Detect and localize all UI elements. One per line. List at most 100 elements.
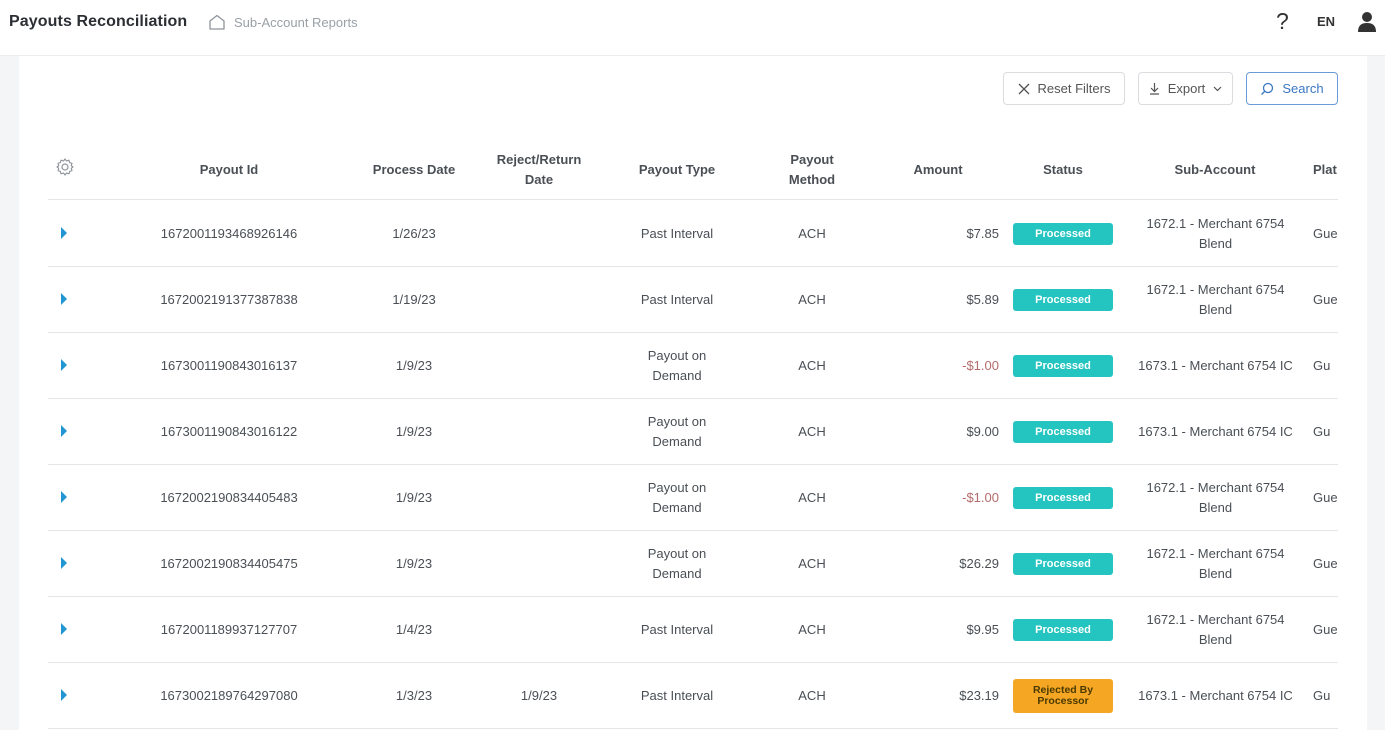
- table-row[interactable]: 1672002190834405483 1/9/23 Payout on Deman…: [48, 465, 1338, 531]
- payout-type-cell: Payout on Demand: [647, 480, 707, 515]
- payout-type-cell: Payout on Demand: [647, 348, 707, 383]
- report-panel: Reset Filters Export Search Payout Id Pr…: [19, 56, 1367, 730]
- user-icon[interactable]: [1357, 11, 1377, 38]
- status-badge: Processed: [1013, 355, 1113, 377]
- sub-account-cell: 1672.1 - Merchant 6754 Blend: [1146, 216, 1285, 251]
- column-header-platform[interactable]: Plat: [1313, 162, 1337, 177]
- reject-date-cell: [484, 531, 594, 597]
- chevron-down-icon: [1213, 86, 1222, 91]
- process-date-cell: 1/4/23: [395, 622, 433, 637]
- platform-cell: Gue: [1313, 622, 1338, 637]
- download-icon: [1149, 83, 1159, 95]
- status-cell: Processed: [1013, 267, 1113, 333]
- reset-filters-button[interactable]: Reset Filters: [1003, 72, 1125, 105]
- payout-type-cell: Payout on Demand: [647, 414, 707, 449]
- reject-date-cell: [484, 399, 594, 465]
- expand-caret-icon[interactable]: [61, 293, 67, 305]
- breadcrumb[interactable]: Sub-Account Reports: [208, 14, 358, 30]
- expand-caret-icon[interactable]: [61, 491, 67, 503]
- column-header-amount[interactable]: Amount: [913, 162, 963, 177]
- expand-caret-icon[interactable]: [61, 689, 67, 701]
- process-date-cell: 1/9/23: [395, 490, 433, 505]
- expand-caret-icon[interactable]: [61, 557, 67, 569]
- sub-account-cell: 1673.1 - Merchant 6754 IC: [1138, 688, 1293, 703]
- status-cell: Rejected By Processor: [1013, 663, 1113, 729]
- payout-type-cell: Past Interval: [640, 226, 714, 241]
- amount-cell: $26.29: [959, 556, 999, 571]
- help-icon[interactable]: ?: [1276, 8, 1289, 34]
- payout-id-cell: 1673001190843016137: [160, 358, 298, 373]
- table-row[interactable]: 1673001190843016122 1/9/23 Payout on Deman…: [48, 399, 1338, 465]
- platform-cell: Gu: [1313, 688, 1331, 703]
- reject-date-cell: [484, 333, 594, 399]
- platform-cell: Gue: [1313, 292, 1338, 307]
- search-icon: [1261, 82, 1274, 95]
- close-icon: [1018, 83, 1029, 94]
- expand-caret-icon[interactable]: [61, 359, 67, 371]
- column-header-sub-account[interactable]: Sub-Account: [1174, 162, 1256, 177]
- breadcrumb-label[interactable]: Sub-Account Reports: [234, 14, 358, 30]
- sub-account-cell: 1672.1 - Merchant 6754 Blend: [1146, 480, 1285, 515]
- column-header-payout-id[interactable]: Payout Id: [199, 162, 259, 177]
- language-selector[interactable]: EN: [1317, 14, 1336, 29]
- column-header-reject-return-date[interactable]: Reject/Return Date: [496, 152, 582, 187]
- process-date-cell: 1/9/23: [395, 358, 433, 373]
- status-badge: Processed: [1013, 553, 1113, 575]
- sub-account-cell: 1672.1 - Merchant 6754 Blend: [1146, 612, 1285, 647]
- payout-method-cell: ACH: [798, 556, 826, 571]
- status-cell: Processed: [1013, 531, 1113, 597]
- table-row[interactable]: 1672002190834405475 1/9/23 Payout on Deman…: [48, 531, 1338, 597]
- payout-type-cell: Past Interval: [640, 292, 714, 307]
- gear-icon[interactable]: [55, 157, 75, 182]
- table-row[interactable]: 1673002189764297080 1/3/23 1/9/23 Past Inte…: [48, 663, 1338, 729]
- column-header-payout-method[interactable]: Payout Method: [788, 152, 836, 187]
- process-date-cell: 1/19/23: [392, 292, 436, 307]
- expand-caret-icon[interactable]: [61, 425, 67, 437]
- process-date-cell: 1/26/23: [392, 226, 436, 241]
- payout-id-cell: 1672002191377387838: [160, 292, 298, 307]
- amount-cell: $23.19: [959, 688, 999, 703]
- amount-cell: $7.85: [966, 226, 999, 241]
- process-date-cell: 1/9/23: [395, 424, 433, 439]
- export-label: Export: [1167, 81, 1206, 96]
- table-row[interactable]: 1672002191377387838 1/19/23 Past Interval A…: [48, 267, 1338, 333]
- column-header-status[interactable]: Status: [1043, 162, 1083, 177]
- payout-method-cell: ACH: [798, 292, 826, 307]
- payout-type-cell: Past Interval: [640, 622, 714, 637]
- column-header-payout-type[interactable]: Payout Type: [638, 162, 716, 177]
- amount-cell: -$1.00: [962, 490, 999, 505]
- payout-method-cell: ACH: [798, 490, 826, 505]
- search-button[interactable]: Search: [1246, 72, 1338, 105]
- platform-cell: Gue: [1313, 490, 1338, 505]
- status-badge: Processed: [1013, 619, 1113, 641]
- process-date-cell: 1/9/23: [395, 556, 433, 571]
- top-bar: Payouts Reconciliation Sub-Account Repor…: [0, 0, 1385, 56]
- platform-cell: Gu: [1313, 424, 1331, 439]
- payout-id-cell: 1672001193468926146: [160, 226, 298, 241]
- platform-cell: Gue: [1313, 226, 1338, 241]
- payout-method-cell: ACH: [798, 226, 826, 241]
- reset-filters-label: Reset Filters: [1037, 81, 1111, 96]
- status-cell: Processed: [1013, 399, 1113, 465]
- export-button[interactable]: Export: [1138, 72, 1233, 105]
- table-row[interactable]: 1672001193468926146 1/26/23 Past Interval A…: [48, 201, 1338, 267]
- status-badge: Processed: [1013, 487, 1113, 509]
- status-cell: Processed: [1013, 201, 1113, 267]
- reject-date-cell: [484, 465, 594, 531]
- column-header-process-date[interactable]: Process Date: [372, 162, 456, 177]
- payout-method-cell: ACH: [798, 622, 826, 637]
- payout-id-cell: 1672002190834405475: [160, 556, 298, 571]
- table-row[interactable]: 1672001189937127707 1/4/23 Past Interval AC…: [48, 597, 1338, 663]
- expand-caret-icon[interactable]: [61, 227, 67, 239]
- amount-cell: $5.89: [966, 292, 999, 307]
- table-header: Payout Id Process Date Reject/Return Dat…: [48, 140, 1338, 200]
- reject-date-cell: [484, 267, 594, 333]
- status-badge: Rejected By Processor: [1013, 679, 1113, 713]
- page-title: Payouts Reconciliation: [9, 13, 188, 30]
- table-row[interactable]: 1673001190843016137 1/9/23 Payout on Deman…: [48, 333, 1338, 399]
- expand-caret-icon[interactable]: [61, 623, 67, 635]
- status-cell: Processed: [1013, 597, 1113, 663]
- sub-account-cell: 1673.1 - Merchant 6754 IC: [1138, 358, 1293, 373]
- platform-cell: Gue: [1313, 556, 1338, 571]
- process-date-cell: 1/3/23: [395, 688, 433, 703]
